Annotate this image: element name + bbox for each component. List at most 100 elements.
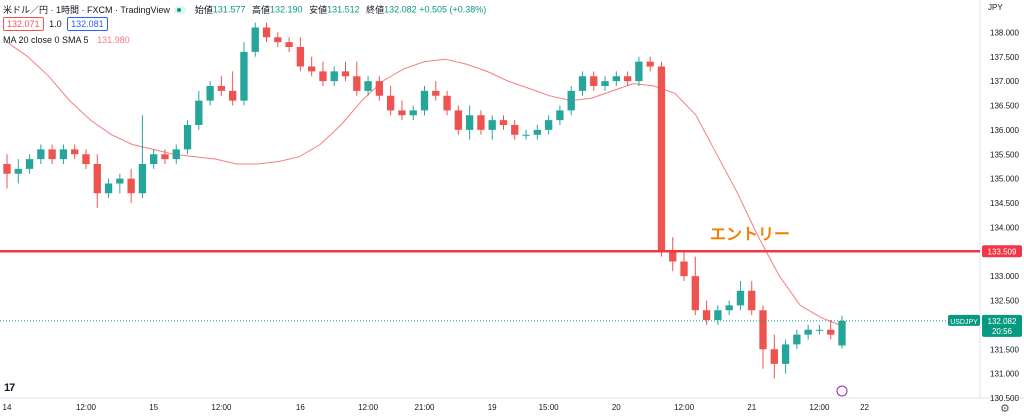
y-tick-label: 131.500	[990, 345, 1019, 354]
bid-button[interactable]: 132.071	[3, 17, 44, 31]
symbol-tag	[948, 314, 980, 326]
currency-label: JPY	[988, 3, 1003, 12]
candle-body	[533, 129, 542, 135]
candle-body	[770, 349, 778, 364]
y-tick-label: 138.000	[990, 28, 1019, 37]
close-value: 132.082	[384, 4, 417, 15]
candle-body	[93, 164, 101, 194]
low-label: 安値	[309, 5, 328, 15]
high-label: 高値	[251, 5, 270, 15]
y-tick-label: 134.500	[990, 199, 1019, 208]
y-tick-label: 136.500	[990, 102, 1019, 111]
candle-body	[307, 66, 316, 72]
ask-button[interactable]: 132.081	[67, 17, 108, 31]
candle-body	[150, 154, 158, 164]
candle-body	[398, 110, 406, 116]
candle-body	[262, 27, 271, 38]
x-tick-label: 15:00	[539, 403, 560, 412]
candle-body	[274, 37, 282, 43]
price-axis-bg	[980, 0, 1024, 416]
x-tick-label: 12:00	[674, 403, 695, 412]
chart-header: 米ドル／円 · 1時間 · FXCM · TradingView 始値131.5…	[3, 3, 486, 16]
candle-body	[759, 310, 767, 350]
candle-body	[725, 305, 733, 311]
candle-body	[353, 76, 361, 91]
spread-value: 1.0	[49, 19, 62, 29]
y-tick-label: 131.000	[990, 370, 1019, 379]
x-tick-label: 15	[149, 403, 158, 412]
candle-body	[454, 110, 463, 130]
open-value: 131.577	[212, 4, 246, 15]
candle-body	[206, 86, 214, 101]
candle-body	[612, 76, 620, 82]
candle-body	[375, 81, 384, 96]
candle-body	[48, 149, 56, 160]
candle-body	[804, 329, 812, 335]
countdown-label: 20:56	[992, 327, 1013, 336]
candle-body	[590, 76, 598, 86]
candle-body	[251, 27, 259, 52]
candle-body	[138, 164, 147, 194]
candle-body	[623, 76, 632, 82]
change-value: +0.505 (+0.38%)	[419, 4, 487, 15]
current-price-tag	[982, 314, 1022, 337]
candle-body	[59, 149, 68, 160]
candle-body	[432, 90, 440, 96]
x-tick-label: 12:00	[211, 403, 232, 412]
candle-body	[781, 344, 790, 364]
y-tick-label: 134.000	[990, 223, 1019, 232]
candle-body	[601, 81, 609, 86]
indicator-label: MA 20 close 0 SMA 5	[3, 35, 89, 45]
candle-body	[714, 310, 722, 320]
high-value: 132.190	[270, 4, 303, 15]
candle-body	[657, 66, 666, 252]
candle-body	[748, 290, 756, 311]
candle-body	[229, 90, 237, 101]
market-open-icon	[174, 5, 187, 14]
symbol-title[interactable]: 米ドル／円 · 1時間 · FXCM · TradingView	[3, 5, 170, 15]
candle-body	[680, 261, 688, 277]
y-tick-label: 135.000	[990, 175, 1019, 184]
candle-body	[386, 95, 395, 111]
x-tick-label: 20	[612, 403, 621, 412]
candle-body	[116, 178, 124, 184]
candle-body	[646, 61, 654, 67]
y-tick-label: 130.500	[990, 394, 1019, 403]
candle-body	[736, 290, 745, 306]
close-label: 終値	[366, 5, 385, 15]
candle-body	[567, 90, 575, 111]
ma-line	[6, 41, 843, 327]
candle-body	[793, 334, 801, 345]
indicator-legend[interactable]: MA 20 close 0 SMA 5 131.980	[3, 35, 130, 45]
x-tick-label: 12:00	[358, 403, 379, 412]
symbol-tag-label: USDJPY	[950, 319, 978, 326]
x-tick-label: 21:00	[414, 403, 435, 412]
entry-price-tag	[982, 245, 1022, 258]
low-value: 131.512	[327, 4, 360, 15]
candle-body	[217, 86, 226, 91]
candle-body	[14, 168, 22, 174]
candle-body	[511, 125, 519, 135]
candle-body	[669, 251, 677, 262]
candle-body	[82, 154, 90, 164]
candle-body	[556, 110, 564, 121]
x-tick-label: 12:00	[809, 403, 830, 412]
candle-body	[635, 61, 643, 82]
x-tick-label: 16	[296, 403, 305, 412]
candle-body	[330, 71, 338, 82]
candle-body	[285, 42, 293, 47]
candle-body	[409, 110, 417, 116]
y-tick-label: 136.000	[990, 126, 1019, 135]
candle-body	[240, 51, 248, 101]
candle-body	[319, 71, 327, 82]
bid-ask-row: 132.071 1.0 132.081	[3, 17, 108, 31]
gear-icon[interactable]: ⚙	[1000, 403, 1010, 415]
x-tick-label: 12:00	[76, 403, 97, 412]
x-tick-label: 22	[860, 403, 869, 412]
y-tick-label: 135.500	[990, 150, 1019, 159]
candle-body	[296, 47, 305, 67]
candle-body	[815, 329, 824, 331]
open-label: 始値	[194, 5, 213, 15]
candle-body	[71, 149, 79, 155]
